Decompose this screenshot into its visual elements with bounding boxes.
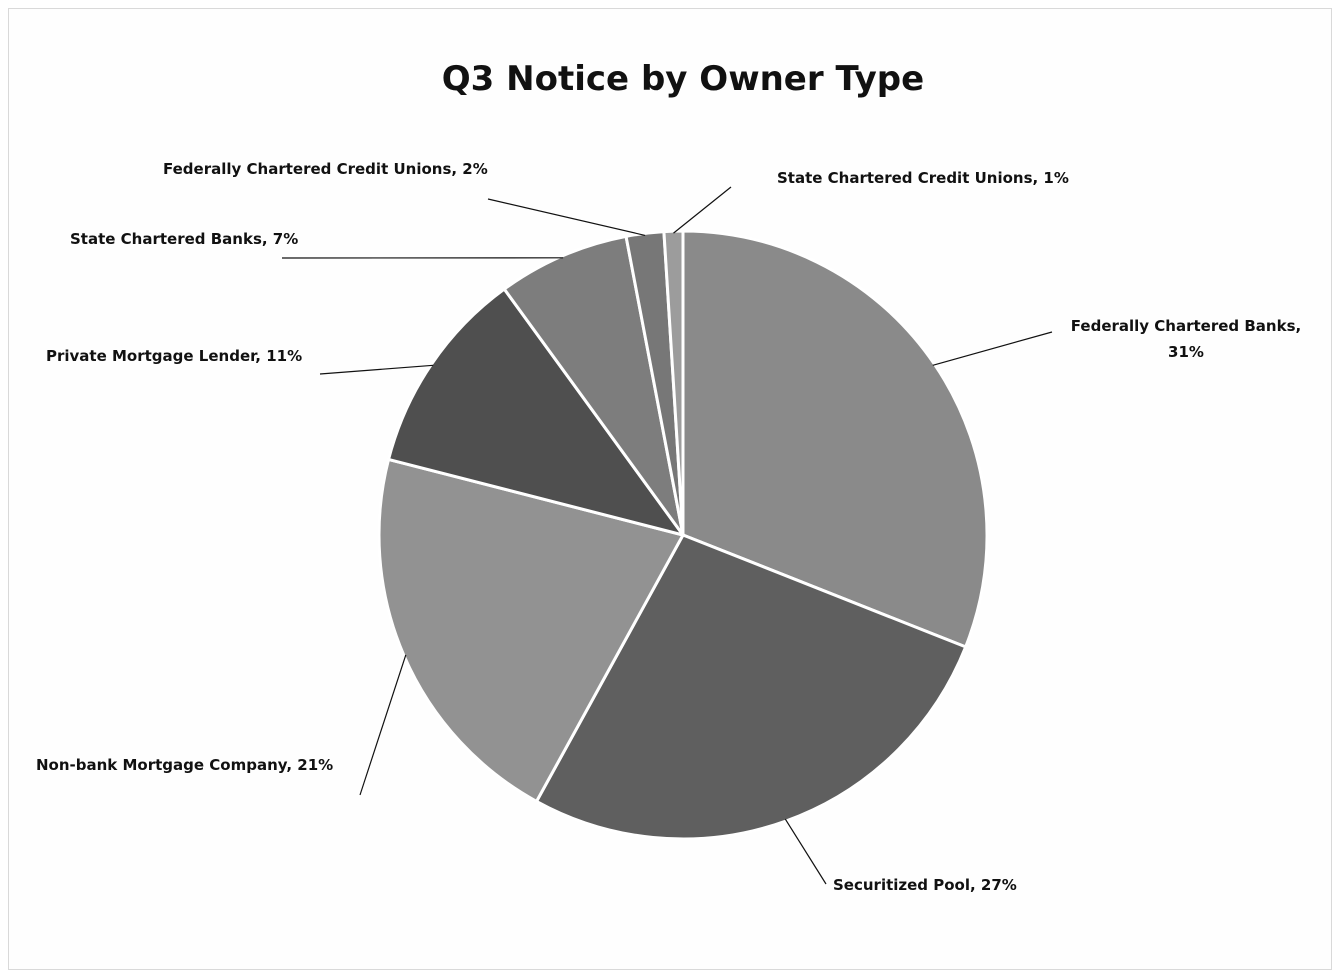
pie-slice-state-chartered-credit-unions xyxy=(662,229,685,536)
leader-line xyxy=(319,364,434,375)
data-labels: Federally Chartered Banks, 31% Securitized… xyxy=(36,160,1301,894)
leader-line xyxy=(932,331,1053,366)
data-label: State Chartered Credit Unions, 1% xyxy=(777,169,1069,187)
data-label: Federally Chartered Banks, 31% xyxy=(1071,317,1301,361)
leader-line xyxy=(487,198,646,236)
data-label: State Chartered Banks, 7% xyxy=(70,230,298,248)
leader-line xyxy=(359,654,407,796)
leader-line xyxy=(784,818,827,885)
data-label: Non-bank Mortgage Company, 21% xyxy=(36,756,333,774)
data-label: Federally Chartered Credit Unions, 2% xyxy=(163,160,488,178)
pie-slices xyxy=(377,229,989,841)
leader-line xyxy=(673,186,732,234)
pie-slice-private-mortgage-lender xyxy=(386,286,687,538)
data-label: Private Mortgage Lender, 11% xyxy=(46,347,302,365)
pie-slice-non-bank-mortgage-company xyxy=(377,457,686,804)
pie-slice-state-chartered-banks xyxy=(502,234,685,536)
data-label: Securitized Pool, 27% xyxy=(833,876,1017,894)
pie-slice-federally-chartered-banks xyxy=(681,229,989,649)
leader-lines xyxy=(281,186,1053,885)
chart-title: Q3 Notice by Owner Type xyxy=(442,59,924,99)
